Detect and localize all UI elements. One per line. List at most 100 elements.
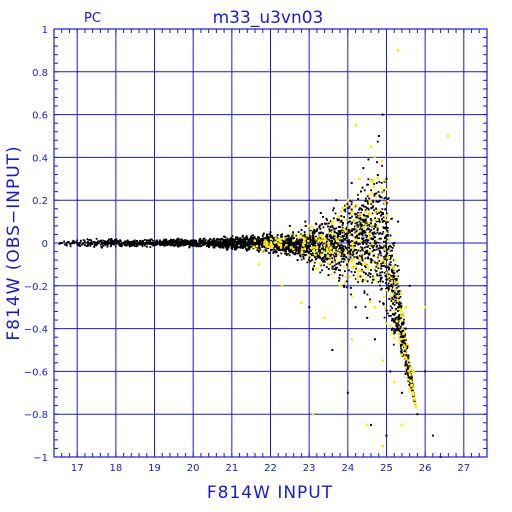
density-point	[265, 249, 268, 252]
density-point	[74, 241, 77, 243]
density-point	[285, 254, 288, 256]
density-point	[392, 313, 394, 316]
density-point	[143, 239, 146, 241]
density-point	[262, 242, 264, 244]
density-point	[344, 245, 346, 248]
density-point	[326, 225, 329, 228]
density-point	[173, 245, 175, 247]
density-point-highlight	[410, 380, 413, 384]
density-point	[190, 242, 192, 245]
density-point	[369, 230, 372, 232]
density-point	[90, 239, 92, 241]
density-point	[270, 234, 273, 237]
density-point	[315, 223, 318, 226]
density-point	[341, 251, 344, 254]
density-point	[104, 240, 106, 243]
density-point	[326, 219, 328, 221]
density-point	[384, 236, 387, 238]
density-point	[203, 237, 206, 240]
density-point	[359, 222, 362, 225]
density-point	[257, 249, 260, 252]
density-point	[340, 220, 343, 223]
density-point	[386, 286, 388, 289]
density-point	[146, 242, 149, 244]
density-point	[343, 255, 346, 258]
density-point-highlight	[311, 226, 314, 229]
density-point	[393, 294, 396, 297]
density-point	[333, 264, 336, 267]
density-point	[125, 244, 128, 246]
density-point	[392, 320, 395, 323]
density-point	[117, 240, 120, 243]
density-point-highlight	[382, 295, 386, 299]
density-point	[216, 244, 219, 246]
density-point	[291, 235, 293, 237]
density-point	[156, 240, 159, 243]
density-point	[193, 242, 196, 244]
density-point	[317, 247, 320, 250]
density-point	[396, 265, 399, 267]
density-point-highlight	[402, 332, 405, 336]
density-point	[301, 253, 304, 256]
density-point	[282, 240, 285, 242]
density-point	[345, 247, 348, 249]
density-point	[357, 198, 360, 200]
density-point	[93, 244, 96, 247]
density-point	[94, 243, 97, 246]
density-point	[271, 243, 274, 245]
density-point	[340, 240, 343, 243]
density-point	[88, 242, 91, 245]
density-point	[290, 238, 293, 241]
density-point	[372, 278, 375, 281]
density-point	[328, 222, 330, 225]
density-point-highlight	[336, 239, 339, 243]
density-point	[391, 296, 393, 299]
density-point	[394, 331, 396, 334]
density-point	[388, 288, 391, 290]
density-point	[377, 281, 380, 283]
density-point	[319, 232, 322, 234]
density-point	[83, 240, 86, 243]
density-point-highlight	[368, 235, 371, 239]
y-tick-label: −1	[33, 453, 48, 464]
density-point	[226, 237, 229, 240]
density-point	[325, 245, 327, 248]
density-point	[316, 228, 319, 230]
density-point	[256, 242, 258, 245]
density-point	[389, 257, 392, 259]
density-point	[361, 204, 363, 207]
density-point	[380, 196, 383, 199]
density-point	[145, 242, 148, 244]
density-point-highlight	[289, 246, 293, 249]
density-point	[225, 241, 227, 243]
density-point	[384, 274, 387, 277]
density-point	[239, 237, 242, 240]
density-point	[341, 234, 344, 237]
density-point	[240, 243, 243, 245]
density-point	[389, 264, 392, 266]
density-point	[390, 283, 393, 286]
density-point	[391, 291, 394, 294]
density-point	[339, 233, 341, 236]
density-point	[150, 238, 152, 241]
density-point	[386, 252, 389, 255]
density-point	[139, 240, 142, 242]
density-point	[183, 239, 186, 242]
density-point	[177, 242, 180, 245]
density-point	[332, 227, 335, 230]
density-point	[239, 238, 242, 241]
density-point	[144, 244, 146, 247]
density-point	[354, 278, 357, 280]
density-point	[174, 244, 177, 247]
density-point	[400, 349, 403, 352]
density-point-highlight	[282, 237, 286, 241]
density-point	[120, 240, 122, 243]
density-point-highlight	[359, 229, 362, 233]
density-point	[379, 274, 382, 277]
density-point	[391, 317, 394, 320]
density-point	[305, 241, 307, 243]
density-point	[109, 239, 112, 242]
density-point	[335, 247, 337, 250]
density-point	[385, 242, 388, 245]
density-point	[245, 236, 247, 239]
